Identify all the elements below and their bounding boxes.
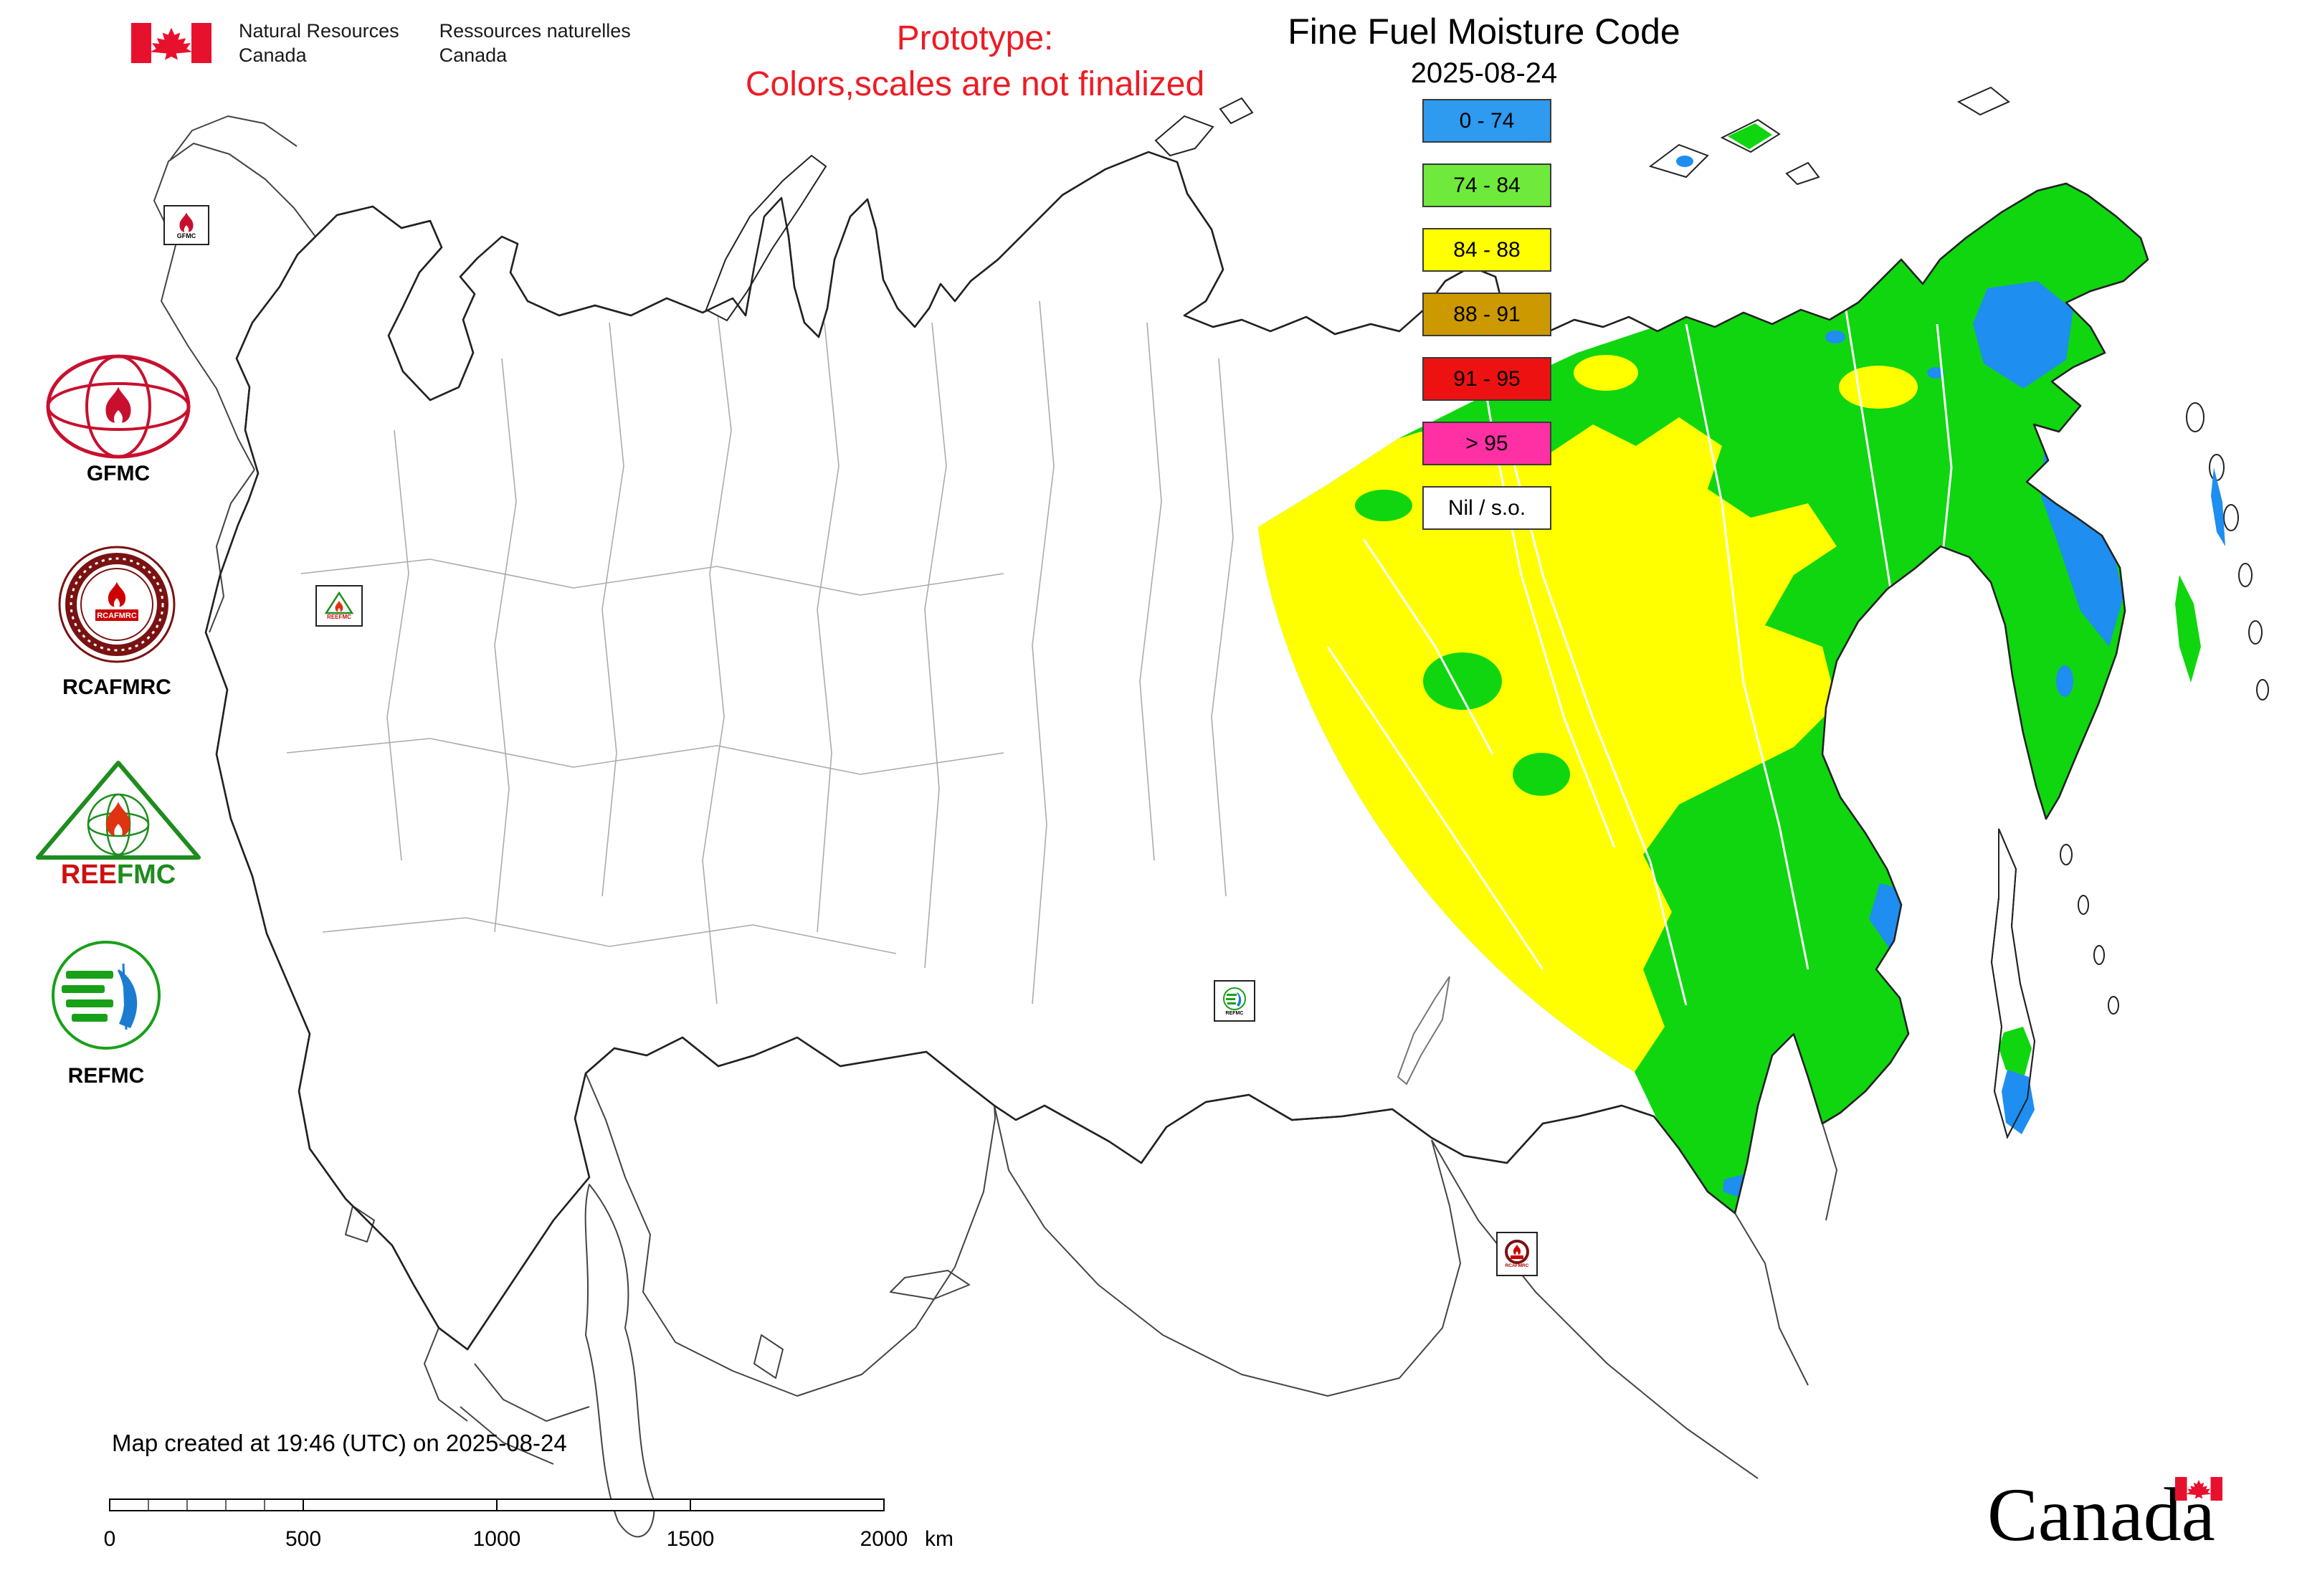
refmc-mini-icon bbox=[1223, 987, 1246, 1010]
legend-swatch-5: > 95 bbox=[1422, 422, 1551, 465]
nrcan-fr-line1: Ressources naturelles bbox=[439, 20, 631, 42]
gfmc-logo bbox=[46, 354, 191, 459]
neighbour-borders bbox=[153, 115, 1837, 1538]
prototype-line1: Prototype: bbox=[896, 19, 1054, 57]
canada-wordmark-flag-icon bbox=[2174, 1477, 2222, 1501]
legend-swatch-6: Nil / s.o. bbox=[1422, 486, 1551, 530]
internal-borders bbox=[286, 300, 1234, 1004]
rcafmrc-label: RCAFMRC bbox=[62, 675, 171, 699]
map-date: 2025-08-24 bbox=[1410, 57, 1558, 89]
scale-tick-1500: 1500 bbox=[666, 1527, 715, 1551]
rcafmrc-center-text: RCAFMRC bbox=[97, 612, 137, 620]
nrcan-text-fr: Ressources naturelles Canada bbox=[439, 19, 631, 67]
page-title: Fine Fuel Moisture Code bbox=[1288, 11, 1680, 52]
legend: 0 - 74 74 - 84 84 - 88 88 - 91 91 - 95 >… bbox=[1422, 99, 1551, 551]
legend-swatch-1: 74 - 84 bbox=[1422, 163, 1551, 207]
ffmc-yellow-patches bbox=[1574, 355, 1918, 409]
reefmc-flame-icon bbox=[106, 802, 130, 836]
scale-tick-2000: 2000 bbox=[860, 1527, 908, 1551]
reefmc-logo: REEFMC bbox=[36, 761, 201, 888]
canada-wordmark: Canada bbox=[1987, 1476, 2222, 1554]
scale-unit: km bbox=[925, 1527, 953, 1551]
reefmc-label-green: FMC bbox=[117, 860, 176, 888]
nrcan-en-line1: Natural Resources bbox=[239, 20, 399, 42]
ffmc-island-colours bbox=[1676, 123, 2225, 1134]
map-marker-reefmc: REEFMC bbox=[315, 585, 363, 627]
map-marker-gfmc: GFMC bbox=[163, 205, 209, 245]
nrcan-en-line2: Canada bbox=[239, 44, 307, 66]
refmc-logo bbox=[52, 941, 161, 1050]
marker-label: REFMC bbox=[1225, 1010, 1244, 1016]
legend-label: 84 - 88 bbox=[1453, 237, 1521, 262]
legend-swatch-3: 88 - 91 bbox=[1422, 293, 1551, 336]
svg-text:REEFMC: REEFMC bbox=[61, 860, 176, 888]
legend-label: 88 - 91 bbox=[1453, 302, 1521, 326]
refmc-sail-icon bbox=[118, 969, 138, 1028]
legend-label: Nil / s.o. bbox=[1447, 495, 1526, 520]
map-marker-rcafmrc: RCAFMRC bbox=[1496, 1232, 1538, 1276]
coastline-restroke bbox=[204, 151, 2149, 1351]
gfmc-label: GFMC bbox=[86, 462, 151, 485]
reefmc-mini-icon bbox=[325, 592, 353, 614]
map-marker-refmc: REFMC bbox=[1214, 980, 1255, 1022]
legend-label: 0 - 74 bbox=[1459, 108, 1515, 133]
nrcan-signature: Natural Resources Canada Ressources natu… bbox=[131, 19, 631, 67]
lake-baikal bbox=[1397, 976, 1450, 1086]
marker-label: GFMC bbox=[176, 232, 196, 239]
marker-label: RCAFMRC bbox=[1505, 1263, 1529, 1268]
canada-flag-icon bbox=[131, 23, 211, 63]
rcafmrc-mini-icon bbox=[1505, 1239, 1529, 1264]
gfmc-mini-flame-icon bbox=[179, 212, 194, 232]
refmc-label: REFMC bbox=[67, 1064, 145, 1088]
scale-tick-1000: 1000 bbox=[472, 1527, 521, 1551]
rcafmrc-logo: RCAFMRC bbox=[58, 546, 176, 663]
sakhalin-restroke bbox=[1990, 828, 2036, 1139]
legend-label: 91 - 95 bbox=[1453, 366, 1521, 391]
legend-label: 74 - 84 bbox=[1453, 173, 1521, 197]
scale-bar bbox=[109, 1498, 885, 1511]
prototype-line2: Colors,scales are not finalized bbox=[745, 65, 1205, 103]
nrcan-text-en: Natural Resources Canada bbox=[239, 19, 399, 67]
legend-swatch-2: 84 - 88 bbox=[1422, 228, 1551, 272]
title-block: Fine Fuel Moisture Code 2025-08-24 bbox=[1233, 10, 1735, 90]
marker-label: REEFMC bbox=[327, 614, 351, 620]
prototype-notice: Prototype: Colors,scales are not finaliz… bbox=[667, 16, 1283, 108]
created-timestamp: Map created at 19:46 (UTC) on 2025-08-24 bbox=[112, 1430, 567, 1456]
scale-tick-500: 500 bbox=[285, 1527, 322, 1551]
gfmc-flame-icon bbox=[105, 386, 131, 423]
legend-label: > 95 bbox=[1465, 431, 1508, 455]
ffmc-yellow-region bbox=[1258, 417, 1837, 1072]
legend-swatch-0: 0 - 74 bbox=[1422, 99, 1551, 143]
nrcan-fr-line2: Canada bbox=[439, 44, 508, 66]
scale-tick-0: 0 bbox=[103, 1527, 116, 1551]
reefmc-label-red: REE bbox=[61, 860, 117, 888]
legend-swatch-4: 91 - 95 bbox=[1422, 357, 1551, 401]
